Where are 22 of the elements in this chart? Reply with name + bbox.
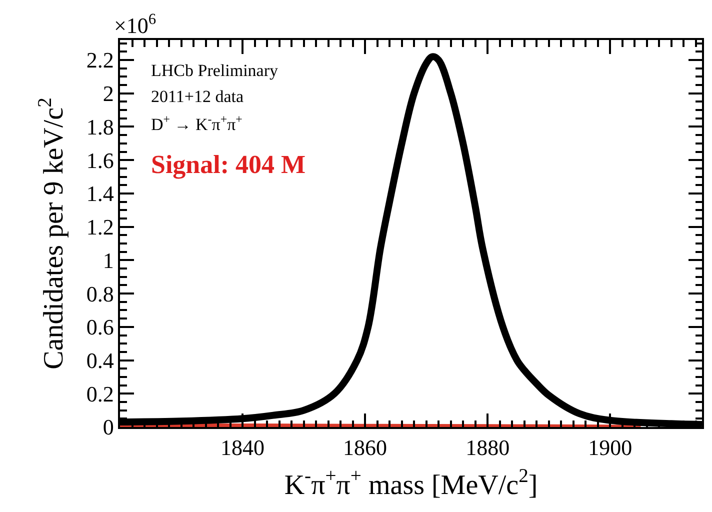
x-tick-label: 1880: [466, 435, 510, 460]
text: ×10$^{6}$: [114, 11, 156, 38]
y-tick-label: 2: [102, 81, 114, 106]
annotation: 2011+12 data: [151, 87, 244, 106]
annotation: D$^{+}$ → K$^{-}$π$^{+}$π$^{+}$: [151, 112, 243, 134]
y-tick-label: 0: [102, 414, 114, 440]
y-tick-label: 1.2: [86, 214, 114, 240]
y-tick-label: 1.6: [86, 148, 114, 173]
x-tick-label: 1840: [220, 435, 265, 460]
y-tick-label: 0.6: [86, 314, 114, 340]
text: K$^{-}$π$^{+}$π$^{+}$ mass [MeV/c$^{2}$]: [284, 466, 538, 501]
y-tick-label: 1: [102, 248, 114, 273]
x-tick-label: 1900: [588, 435, 632, 460]
y-tick-label: 1.8: [86, 114, 114, 140]
annotation: Signal: 404 M: [151, 150, 306, 179]
y-tick-label: 2.2: [86, 48, 114, 73]
y-tick-label: 1.4: [86, 181, 114, 206]
y-tick-label: 0.8: [86, 281, 114, 306]
x-tick-label: 1860: [343, 435, 388, 460]
y-tick-label: 0.2: [86, 381, 114, 406]
y-tick-label: 0.4: [86, 348, 114, 373]
annotation: LHCb Preliminary: [151, 61, 279, 80]
